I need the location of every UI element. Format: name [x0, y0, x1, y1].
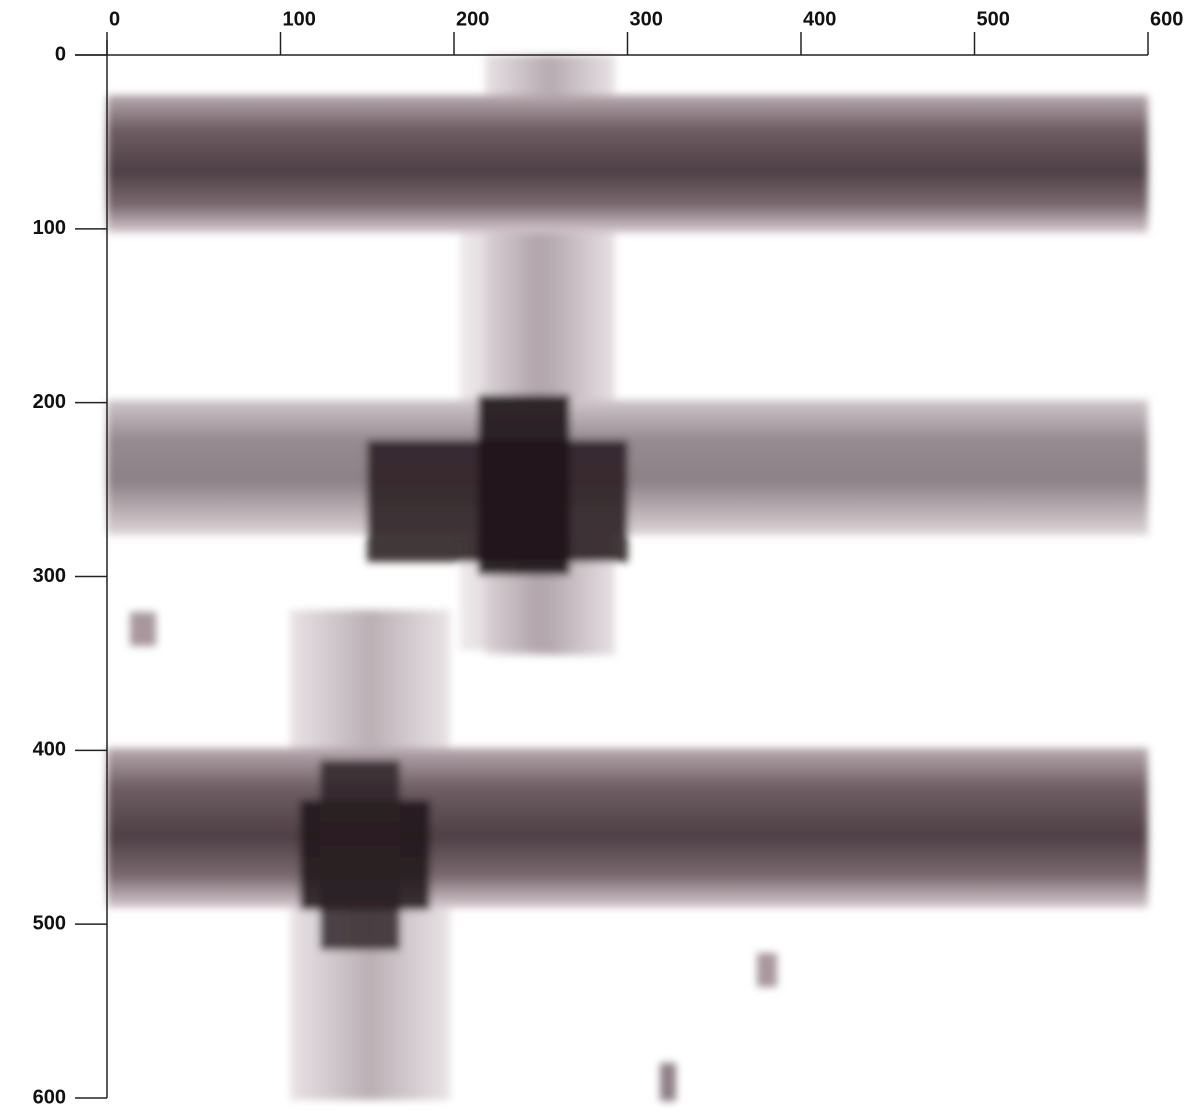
x-tick-label: 0: [109, 8, 120, 30]
image-content: [107, 55, 1148, 1101]
figure: 0 100 200 300 400 500 600 0 100 200 300 400 500 600: [0, 0, 1203, 1115]
x-tick-label: 500: [977, 8, 1010, 30]
x-tick-label: 100: [283, 8, 316, 30]
x-tick-label: 400: [803, 8, 836, 30]
y-tick-label: 400: [33, 739, 66, 761]
y-tick-label: 300: [33, 565, 66, 587]
y-tick-label: 200: [33, 391, 66, 413]
x-tick-label: 600: [1150, 8, 1183, 30]
y-tick-label: 100: [33, 217, 66, 239]
y-tick-label: 500: [33, 912, 66, 934]
y-tick-label: 0: [55, 43, 66, 65]
x-tick-label: 200: [456, 8, 489, 30]
y-tick-label: 600: [33, 1086, 66, 1108]
x-tick-label: 300: [630, 8, 663, 30]
